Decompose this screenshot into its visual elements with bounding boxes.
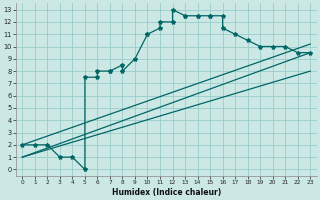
X-axis label: Humidex (Indice chaleur): Humidex (Indice chaleur) xyxy=(112,188,221,197)
